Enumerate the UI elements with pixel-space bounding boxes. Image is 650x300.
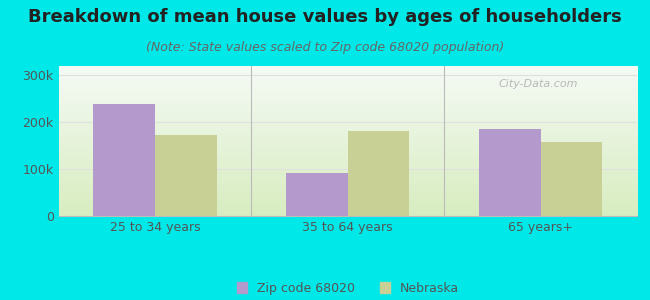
Bar: [93, 104, 155, 216]
Bar: [155, 135, 216, 216]
Text: Breakdown of mean house values by ages of householders: Breakdown of mean house values by ages o…: [28, 8, 622, 26]
Bar: [479, 129, 541, 216]
Bar: [541, 142, 603, 216]
Text: City-Data.com: City-Data.com: [498, 79, 578, 89]
Bar: [348, 131, 410, 216]
Bar: [286, 173, 348, 216]
Text: (Note: State values scaled to Zip code 68020 population): (Note: State values scaled to Zip code 6…: [146, 40, 504, 53]
Legend: Zip code 68020, Nebraska: Zip code 68020, Nebraska: [231, 277, 464, 300]
